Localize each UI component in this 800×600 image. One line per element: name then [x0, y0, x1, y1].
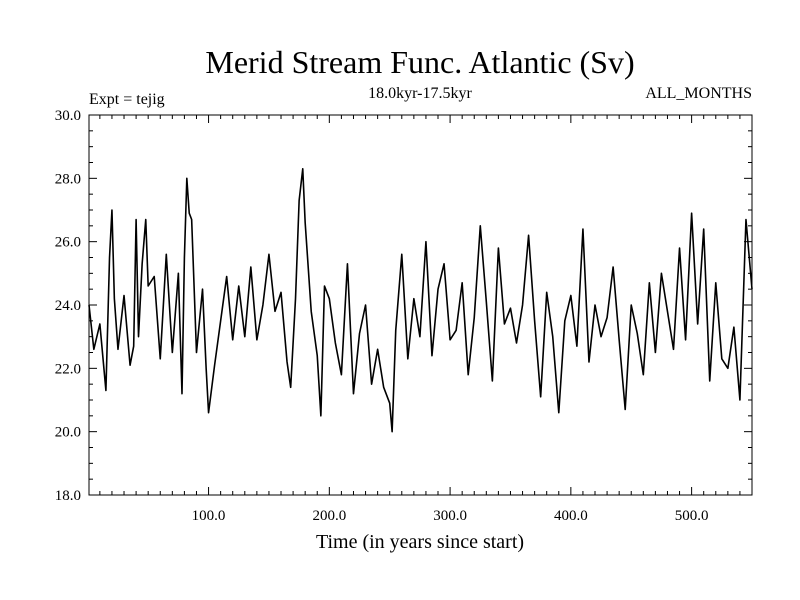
y-tick-label: 28.0	[55, 171, 81, 187]
plot-frame	[88, 114, 753, 496]
y-tick-label: 24.0	[55, 298, 81, 314]
series-line	[88, 168, 753, 433]
y-tick-label: 30.0	[55, 108, 81, 124]
x-tick-label: 300.0	[433, 508, 467, 524]
x-tick-label: 400.0	[554, 508, 588, 524]
chart-title: Merid Stream Func. Atlantic (Sv)	[205, 44, 634, 80]
x-tick-label: 200.0	[312, 508, 346, 524]
x-axis-label: Time (in years since start)	[316, 531, 524, 553]
y-tick-label: 26.0	[55, 235, 81, 251]
experiment-annotation: Expt = tejig	[89, 91, 165, 108]
x-tick-label: 100.0	[192, 508, 226, 524]
y-tick-label: 20.0	[55, 425, 81, 441]
axis-tick-labels: 18.0 20.0 22.0 24.0 26.0 28.0 30.0 100.0 200.0 30…	[55, 108, 709, 524]
x-tick-label: 500.0	[675, 508, 709, 524]
axis-ticks	[89, 114, 753, 496]
y-tick-label: 18.0	[55, 488, 81, 504]
chart-subtitle: 18.0kyr-17.5kyr	[368, 85, 472, 102]
months-annotation: ALL_MONTHS	[645, 85, 752, 102]
y-tick-label: 22.0	[55, 361, 81, 377]
